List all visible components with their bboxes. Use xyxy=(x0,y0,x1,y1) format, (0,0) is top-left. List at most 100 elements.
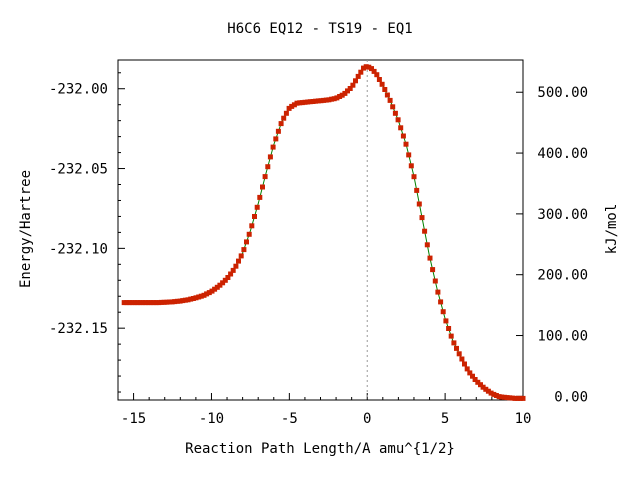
data-point xyxy=(355,73,361,79)
data-point xyxy=(294,100,300,106)
data-point xyxy=(509,395,515,401)
x-tick-label: -10 xyxy=(199,411,224,427)
data-point xyxy=(196,294,202,300)
data-point xyxy=(342,90,348,96)
data-point xyxy=(488,390,494,396)
data-point xyxy=(188,296,194,302)
data-point xyxy=(228,271,234,277)
data-point xyxy=(281,115,287,121)
data-point xyxy=(475,379,481,385)
data-point xyxy=(321,97,327,103)
data-point xyxy=(432,278,438,284)
data-point xyxy=(515,395,521,401)
data-point xyxy=(140,300,146,306)
data-point xyxy=(501,394,507,400)
y2-tick-label: 200.00 xyxy=(537,268,588,284)
data-point xyxy=(483,386,489,392)
data-point xyxy=(358,69,364,75)
data-point xyxy=(156,300,162,306)
data-point xyxy=(241,247,247,253)
data-point xyxy=(363,64,369,70)
data-point xyxy=(313,98,319,104)
data-point xyxy=(193,295,199,301)
data-point xyxy=(438,299,444,305)
data-point xyxy=(220,280,226,286)
data-point xyxy=(177,298,183,304)
data-point xyxy=(254,204,260,210)
data-point xyxy=(430,267,436,273)
data-point xyxy=(470,373,475,379)
data-point xyxy=(273,136,279,142)
energy-curve-line xyxy=(124,65,523,399)
data-point xyxy=(172,299,178,305)
data-point xyxy=(174,298,180,304)
data-point xyxy=(164,299,170,305)
data-point xyxy=(198,293,204,299)
data-point xyxy=(419,215,425,221)
data-point xyxy=(318,98,324,104)
data-point xyxy=(137,300,143,306)
data-point xyxy=(121,300,127,306)
data-point xyxy=(374,72,380,78)
y-axis-label: Energy/Hartree xyxy=(18,170,34,288)
data-point xyxy=(204,291,210,297)
y-tick-label: -232.15 xyxy=(49,321,108,337)
data-point xyxy=(499,394,505,400)
data-point xyxy=(485,388,491,394)
data-point xyxy=(307,99,313,105)
data-point xyxy=(238,253,244,259)
data-point xyxy=(286,105,292,111)
data-point xyxy=(222,277,228,283)
data-point xyxy=(132,300,138,306)
data-point xyxy=(289,103,295,109)
x-tick-label: 0 xyxy=(363,411,371,427)
data-point xyxy=(201,292,207,298)
chart-title: H6C6 EQ12 - TS19 - EQ1 xyxy=(227,21,412,37)
x-axis-label: Reaction Path Length/A amu^{1/2} xyxy=(185,441,455,457)
data-point xyxy=(278,121,284,127)
data-point xyxy=(124,300,130,306)
data-point xyxy=(398,125,404,131)
data-point xyxy=(353,78,358,84)
data-point xyxy=(454,345,459,351)
data-point xyxy=(400,133,406,139)
data-point xyxy=(464,366,470,372)
data-point xyxy=(148,300,154,306)
data-point xyxy=(366,64,372,70)
x-tick-label: -15 xyxy=(121,411,146,427)
data-point xyxy=(376,77,382,82)
data-point xyxy=(262,174,268,180)
data-point xyxy=(161,299,167,305)
data-point xyxy=(257,194,263,200)
x-tick-label: -5 xyxy=(281,411,298,427)
data-point xyxy=(504,395,510,401)
data-point xyxy=(443,318,449,324)
data-point xyxy=(127,300,132,306)
data-point xyxy=(382,87,388,92)
data-point xyxy=(414,187,420,193)
data-point xyxy=(302,99,308,105)
data-point xyxy=(462,361,467,367)
data-point xyxy=(326,97,332,103)
data-point xyxy=(135,300,140,306)
data-point xyxy=(145,300,151,306)
data-point xyxy=(158,299,164,305)
y-tick-label: -232.00 xyxy=(49,82,108,98)
data-point xyxy=(427,255,433,261)
data-point xyxy=(339,92,345,98)
data-point xyxy=(435,289,441,295)
data-point xyxy=(249,223,255,229)
data-point xyxy=(334,95,340,101)
data-point xyxy=(209,288,215,294)
data-point xyxy=(270,144,276,150)
data-point xyxy=(369,66,374,72)
data-point xyxy=(416,201,422,207)
data-point xyxy=(448,333,454,339)
data-point xyxy=(459,356,465,362)
data-point xyxy=(422,228,428,234)
data-point xyxy=(217,282,223,288)
data-point xyxy=(297,100,303,106)
data-point xyxy=(520,395,526,401)
data-point xyxy=(214,284,220,290)
data-point xyxy=(275,128,281,134)
